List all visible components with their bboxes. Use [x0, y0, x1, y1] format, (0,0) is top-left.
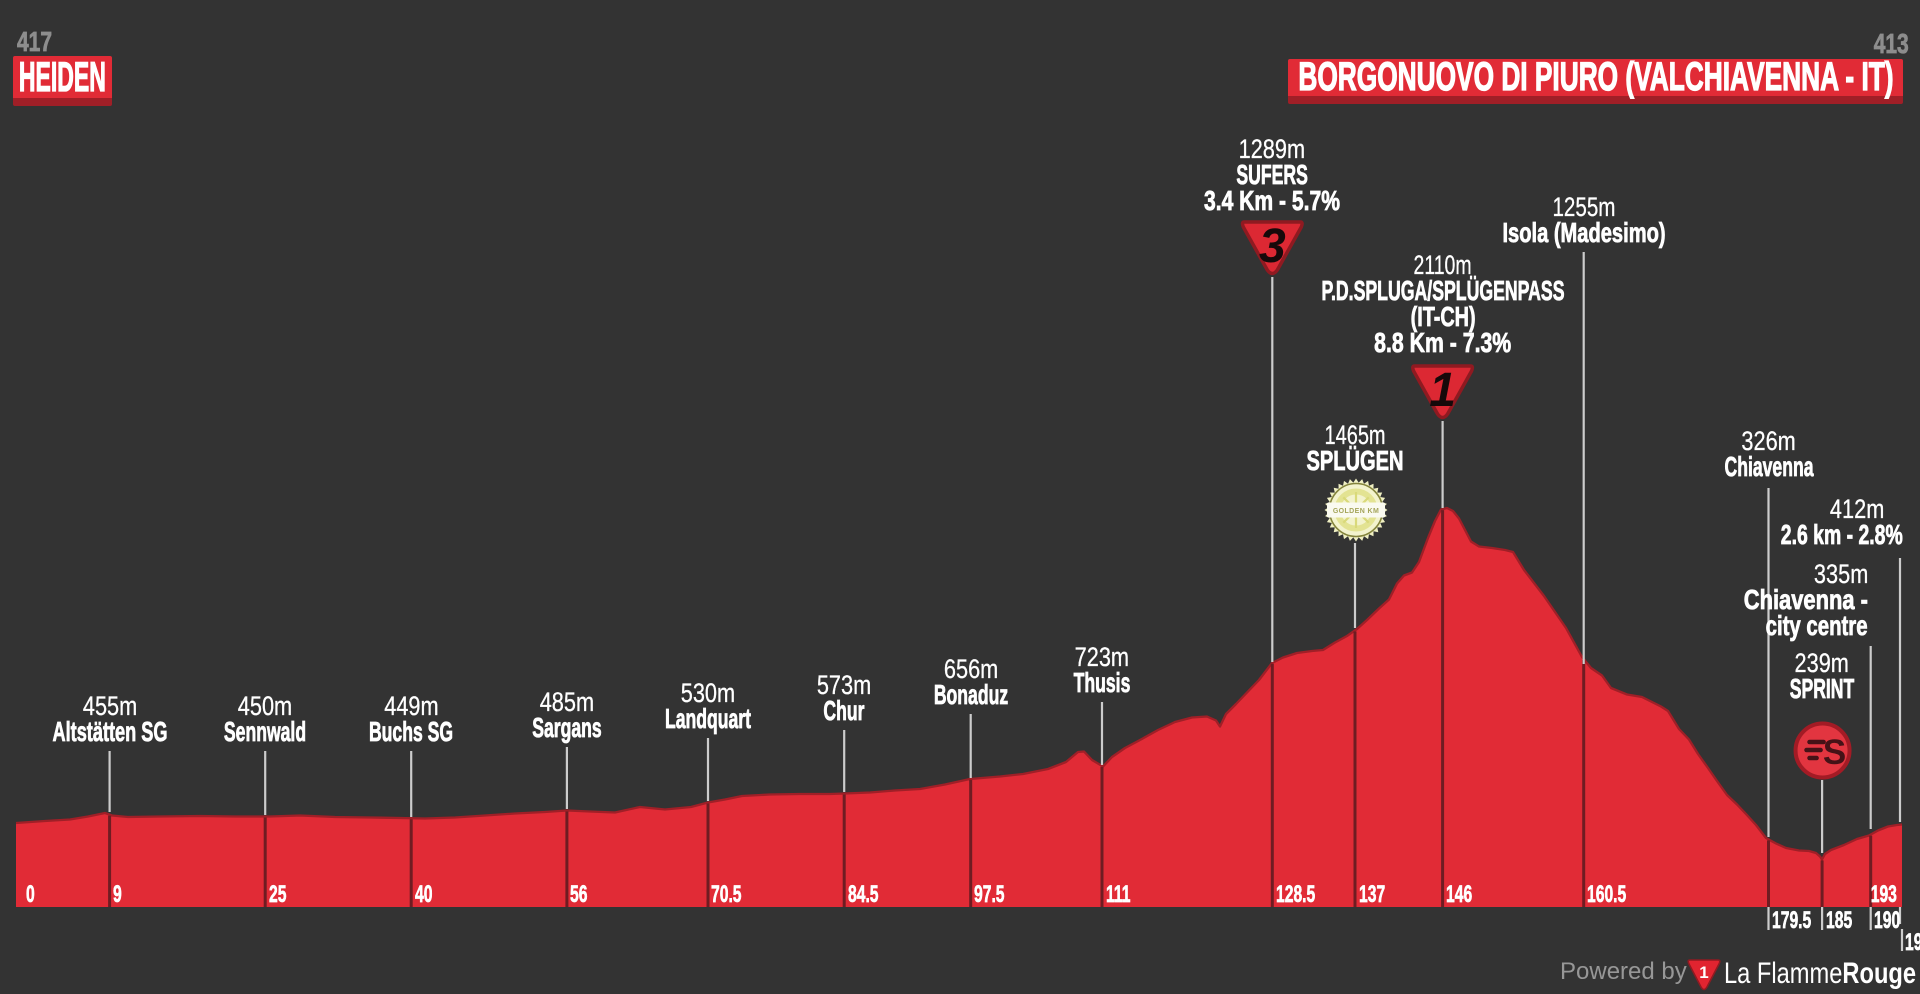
svg-text:1: 1 — [1429, 364, 1456, 417]
svg-text:3: 3 — [1259, 220, 1286, 273]
svg-text:1: 1 — [1699, 963, 1708, 982]
svg-text:S: S — [1823, 733, 1846, 772]
svg-text:GOLDEN KM: GOLDEN KM — [1333, 508, 1379, 515]
